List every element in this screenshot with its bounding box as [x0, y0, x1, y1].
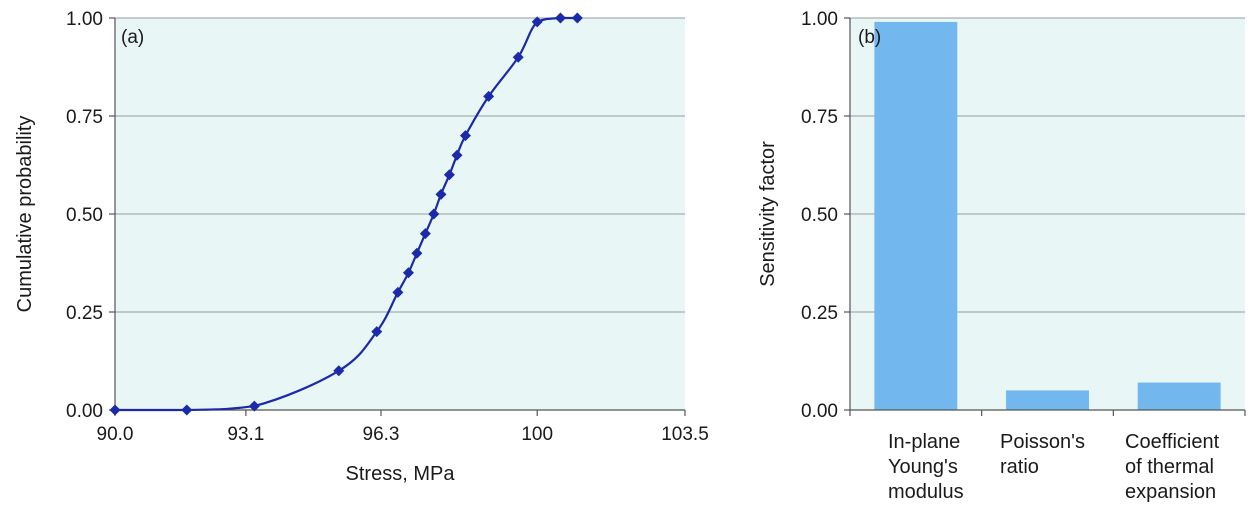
y-tick-label: 0.00	[66, 401, 103, 422]
x-tick-label: 93.1	[227, 424, 264, 445]
data-point	[371, 326, 383, 338]
y-tick-label: 0.75	[66, 107, 103, 128]
data-point	[435, 188, 447, 200]
y-tick-label: 0.50	[801, 205, 838, 226]
y-tick-labels-a: 0.00 0.25 0.50 0.75 1.00	[66, 9, 103, 422]
category-label: Poisson's ratio	[1000, 431, 1085, 478]
y-tick-label: 1.00	[801, 9, 838, 30]
x-tick-labels-a: 90.0 93.1 96.3 100 103.5	[97, 424, 709, 445]
x-tick-label: 100	[521, 424, 553, 445]
y-tick-labels-b: 0.00 0.25 0.50 0.75 1.00	[801, 9, 838, 422]
data-point	[411, 247, 423, 259]
data-point	[512, 51, 524, 63]
y-tick-label: 0.50	[66, 205, 103, 226]
category-label-line: modulus	[888, 481, 964, 503]
data-point	[459, 130, 471, 142]
y-tick-label: 0.25	[801, 303, 838, 324]
bar	[1006, 390, 1089, 410]
category-label: Coefficient of thermal expansion	[1125, 431, 1220, 503]
category-label-line: ratio	[1000, 456, 1039, 478]
data-point	[571, 12, 583, 24]
cumulative-probability-chart: 0.00 0.25 0.50 0.75 1.00 90.0 93.1 96.3 100 103.…	[14, 9, 709, 485]
axes-b	[844, 17, 1246, 416]
category-label: In-plane Young's modulus	[888, 431, 964, 503]
data-point	[109, 404, 121, 416]
x-tick-label: 90.0	[97, 424, 134, 445]
category-label-line: In-plane	[888, 431, 960, 453]
category-label-line: Coefficient	[1125, 431, 1220, 453]
category-label-line: of thermal	[1125, 456, 1214, 478]
category-labels: In-plane Young's modulus Poisson's ratio Coef…	[888, 431, 1220, 503]
category-label-line: Poisson's	[1000, 431, 1085, 453]
x-tick-label: 96.3	[363, 424, 400, 445]
panel-label-b: (b)	[858, 27, 881, 48]
gridlines-a	[115, 17, 685, 313]
data-point	[428, 208, 440, 220]
data-point	[333, 365, 345, 377]
sensitivity-factor-chart: 0.00 0.25 0.50 0.75 1.00 In-plane Young's modu…	[757, 9, 1246, 503]
data-point	[419, 228, 431, 240]
y-tick-label: 0.00	[801, 401, 838, 422]
y-tick-label: 0.25	[66, 303, 103, 324]
data-markers	[109, 12, 583, 416]
category-label-line: Young's	[888, 456, 958, 478]
bar	[874, 21, 958, 410]
y-tick-label: 0.75	[801, 107, 838, 128]
data-point	[392, 286, 404, 298]
data-point	[451, 149, 463, 161]
data-point	[402, 267, 414, 279]
bar	[1137, 382, 1221, 410]
x-axis-label-a: Stress, MPa	[346, 463, 456, 485]
data-point	[554, 12, 566, 24]
data-point	[483, 90, 495, 102]
data-point	[181, 404, 193, 416]
y-axis-label-a: Cumulative probability	[14, 116, 36, 313]
y-tick-label: 1.00	[66, 9, 103, 30]
panel-label-a: (a)	[121, 27, 144, 48]
data-point	[531, 16, 543, 28]
category-label-line: expansion	[1125, 481, 1216, 503]
data-point	[248, 400, 260, 412]
y-axis-label-b: Sensitivity factor	[757, 141, 779, 287]
data-point	[443, 169, 455, 181]
bars	[874, 21, 1221, 410]
x-tick-label: 103.5	[661, 424, 709, 445]
